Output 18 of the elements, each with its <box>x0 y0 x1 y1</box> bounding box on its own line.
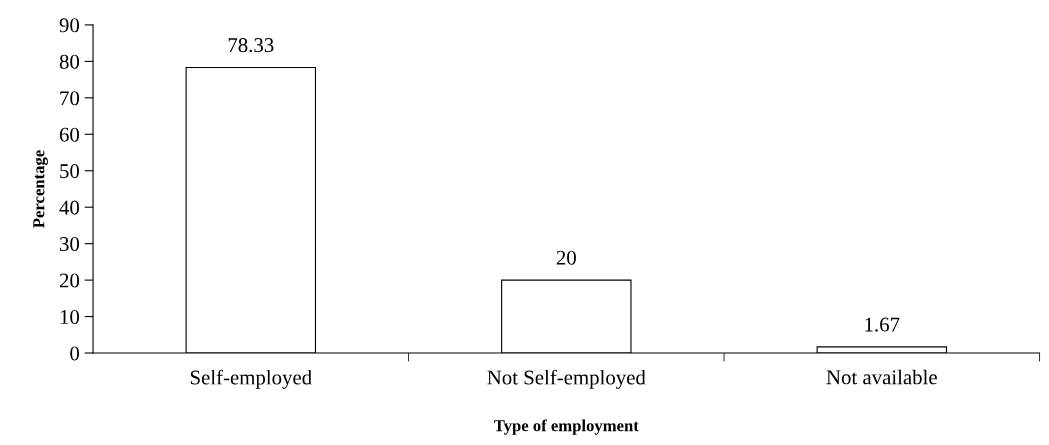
data-label: 20 <box>556 250 576 265</box>
y-axis-title: Percentage <box>33 150 48 228</box>
data-label: 78.33 <box>228 38 274 53</box>
data-label: 1.67 <box>865 317 900 332</box>
y-tick-label: 0 <box>70 346 80 361</box>
y-tick-label: 80 <box>59 54 80 69</box>
y-tick-label: 30 <box>60 237 80 252</box>
y-tick-label: 50 <box>60 164 80 179</box>
y-tick-label: 40 <box>59 200 80 215</box>
y-tick-label: 90 <box>59 18 80 33</box>
x-tick-label: Not Self-employed <box>487 369 646 389</box>
x-tick-label: Not available <box>826 369 937 385</box>
y-tick-label: 60 <box>59 127 80 142</box>
x-axis-title: Type of employment <box>494 419 639 435</box>
y-tick-label: 20 <box>59 273 80 288</box>
y-tick-label: 10 <box>60 309 80 324</box>
y-tick-label: 70 <box>60 91 80 106</box>
x-tick-label: Self-employed <box>190 369 312 389</box>
